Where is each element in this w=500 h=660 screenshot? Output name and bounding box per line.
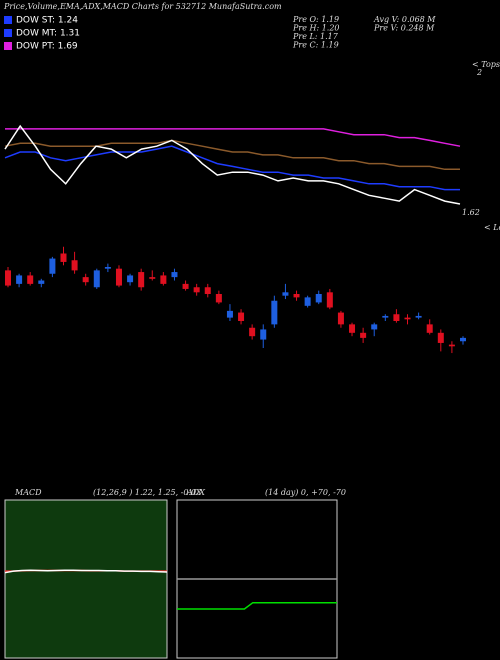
price-info: Pre C: 1.19: [292, 41, 339, 50]
annotation: < Lows: [484, 223, 500, 232]
candle-body: [371, 324, 378, 330]
legend-swatch: [4, 16, 12, 24]
candle-body: [393, 314, 400, 321]
panel-subtitle: (14 day) 0, +70, -70: [265, 488, 346, 497]
series-line: [177, 601, 337, 610]
candle-body: [448, 344, 455, 347]
candle-body: [182, 283, 189, 289]
price-info: Pre O: 1.19: [292, 15, 339, 24]
candle-body: [104, 267, 111, 269]
legend-swatch: [4, 29, 12, 37]
candle-body: [271, 300, 278, 325]
candle-body: [115, 268, 122, 286]
series-line: [4, 569, 168, 574]
legend-swatch: [4, 42, 12, 50]
legend-label: DOW ST: 1.24: [16, 16, 78, 26]
panel-subtitle: (12,26,9 ) 1.22, 1.25, -0.03: [93, 488, 201, 497]
candle-body: [382, 315, 389, 318]
annotation: 1.62: [462, 208, 480, 217]
series-line: [5, 128, 461, 147]
candle-body: [149, 277, 156, 279]
panel-title: MACD: [14, 488, 42, 497]
annotation: 2: [476, 68, 482, 77]
candle-body: [93, 270, 100, 288]
candle-body: [127, 275, 134, 283]
candle-body: [71, 260, 78, 271]
legend-label: DOW PT: 1.69: [16, 42, 78, 52]
candle-body: [138, 272, 145, 288]
candle-body: [215, 294, 222, 303]
candle-body: [360, 332, 367, 338]
candle-body: [160, 275, 167, 284]
candle-body: [226, 310, 233, 318]
candle-body: [404, 317, 411, 320]
candle-body: [315, 294, 322, 303]
candle-body: [349, 324, 356, 333]
candle-body: [82, 277, 89, 283]
chart-title: Price,Volume,EMA,ADX,MACD Charts for 532…: [3, 2, 282, 11]
candle-body: [27, 275, 34, 284]
candle-body: [5, 270, 11, 286]
candle-body: [282, 292, 289, 296]
candle-body: [204, 287, 211, 294]
candle-body: [326, 292, 333, 308]
candle-body: [304, 297, 311, 306]
candle-body: [171, 272, 178, 278]
candle-body: [293, 294, 300, 298]
candle-body: [238, 312, 245, 321]
candle-body: [16, 275, 23, 284]
candle-body: [426, 324, 433, 333]
legend-label: DOW MT: 1.31: [16, 29, 80, 39]
price-info: Pre L: 1.17: [292, 32, 339, 41]
candle-body: [415, 315, 422, 318]
series-line: [4, 139, 460, 171]
price-info: Pre V: 0.248 M: [373, 24, 435, 33]
candle-body: [460, 337, 466, 342]
series-line: [4, 124, 461, 205]
candle-body: [60, 253, 67, 262]
candle-body: [337, 312, 344, 325]
candle-body: [249, 327, 256, 337]
panel-title: ADX: [186, 488, 205, 497]
annotation: < Tops: [472, 60, 500, 69]
candle-body: [38, 280, 45, 284]
price-info: Pre H: 1.20: [292, 24, 340, 33]
candle-body: [260, 329, 267, 340]
price-info: Avg V: 0.068 M: [373, 15, 436, 24]
candle-body: [437, 332, 444, 343]
candle-body: [193, 287, 200, 293]
panel-background: [4, 499, 168, 659]
series-line: [4, 145, 460, 191]
candle-body: [49, 258, 56, 274]
